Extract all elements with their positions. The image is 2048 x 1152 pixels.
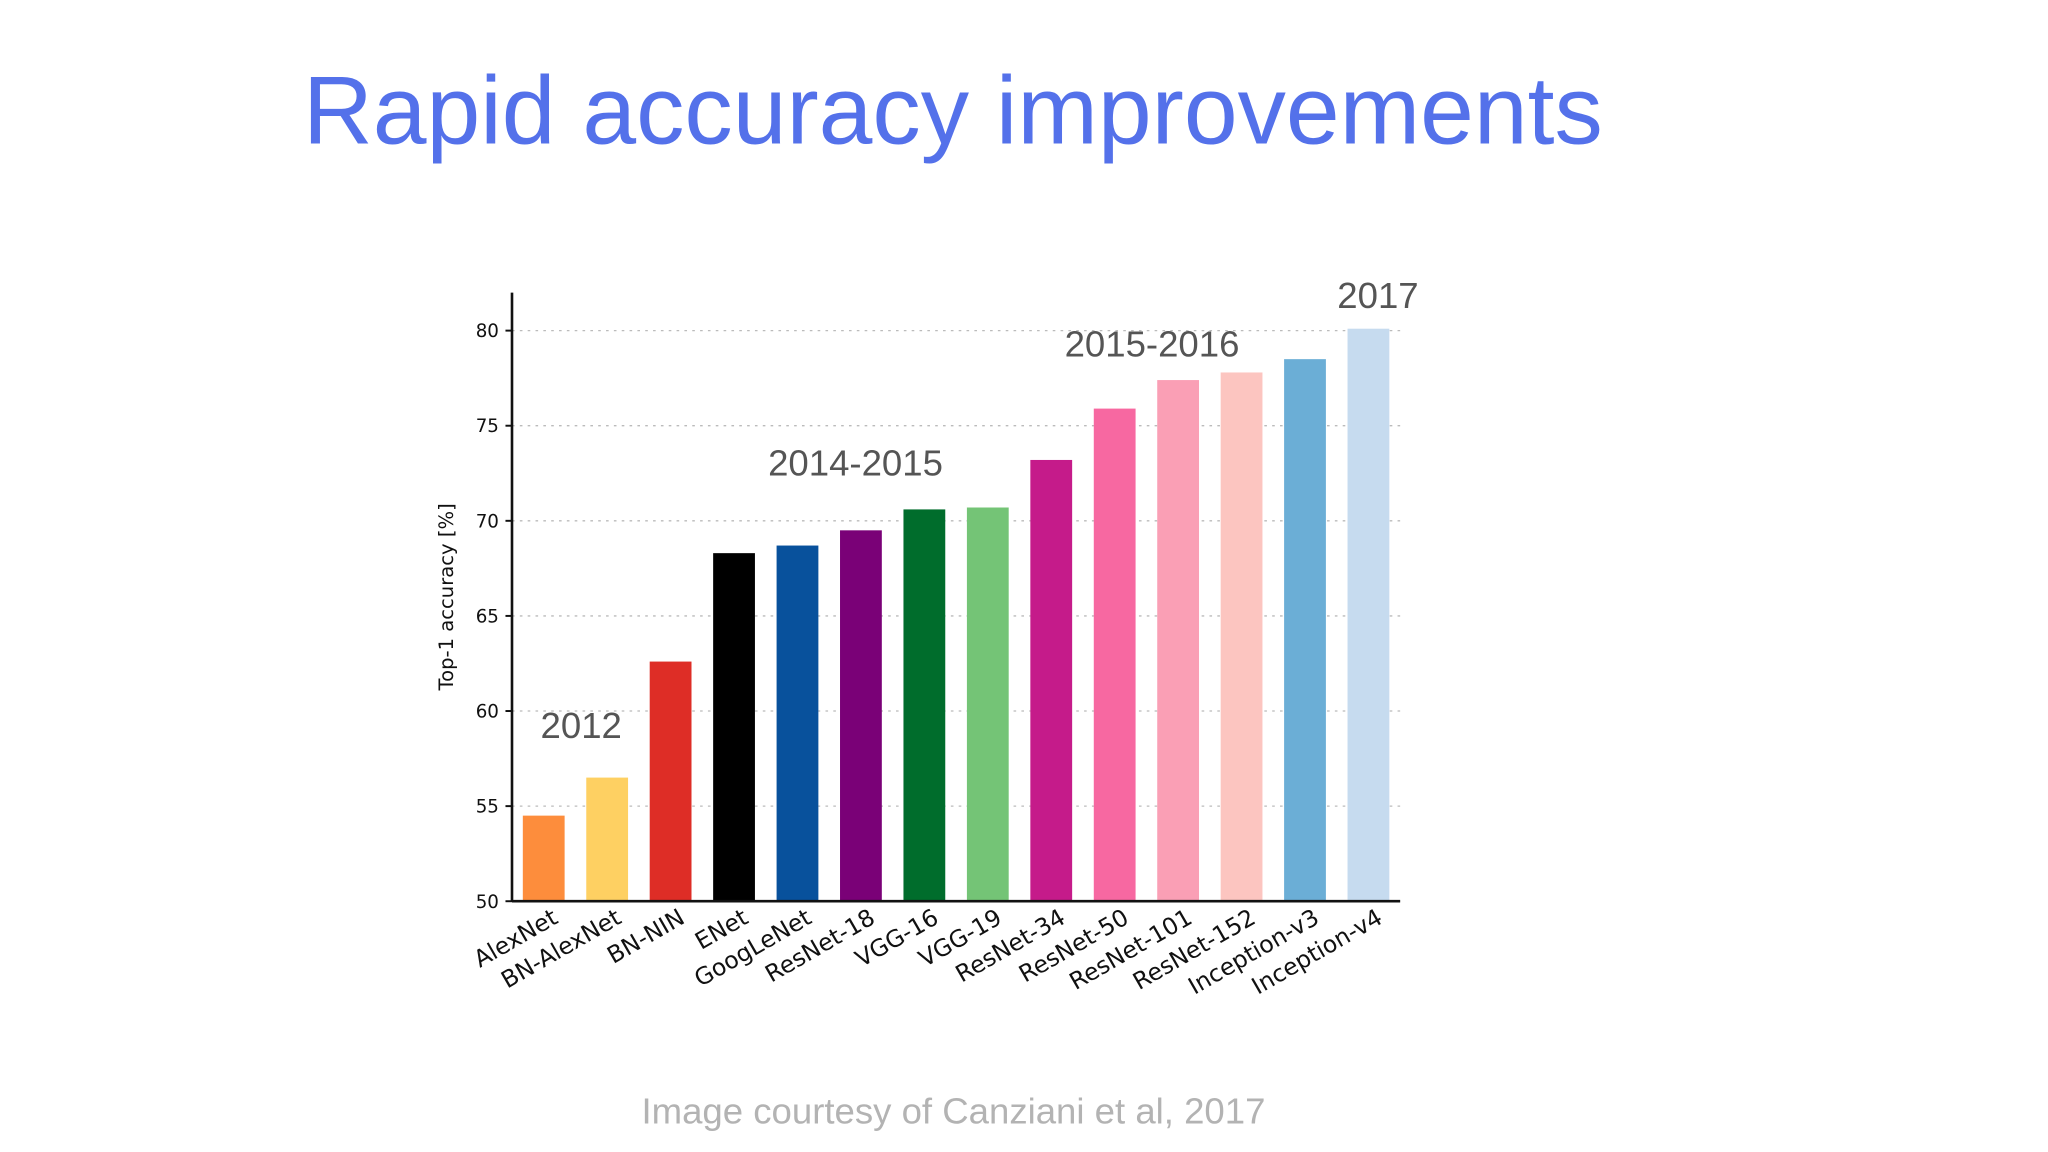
bar xyxy=(966,507,1009,902)
bar xyxy=(776,545,819,902)
bar xyxy=(1284,359,1326,902)
y-axis-label: Top-1 accuracy [%] xyxy=(435,503,458,691)
bar xyxy=(1157,380,1200,902)
bar xyxy=(1347,328,1390,902)
y-tick-label: 75 xyxy=(476,416,499,437)
y-tick-label: 55 xyxy=(476,797,499,818)
bar xyxy=(903,509,946,902)
bar xyxy=(522,815,565,902)
bar xyxy=(713,553,755,902)
y-tick-label: 70 xyxy=(476,511,499,532)
y-tick-label: 65 xyxy=(476,606,499,627)
annotation: 2017 xyxy=(1337,275,1418,316)
y-tick-label: 80 xyxy=(476,321,499,342)
annotation: 2015-2016 xyxy=(1065,324,1240,365)
bar xyxy=(1093,408,1136,902)
bar xyxy=(1030,459,1073,902)
bar xyxy=(649,661,692,902)
bar xyxy=(840,530,882,902)
y-tick-label: 60 xyxy=(476,702,499,723)
annotation: 2012 xyxy=(541,705,622,746)
caption: Image courtesy of Canziani et al, 2017 xyxy=(641,1090,1265,1131)
annotation: 2014-2015 xyxy=(768,442,943,483)
bar xyxy=(586,777,629,902)
y-tick-label: 50 xyxy=(476,892,499,913)
bar xyxy=(1220,372,1263,902)
slide-title: Rapid accuracy improvements xyxy=(303,58,1603,165)
